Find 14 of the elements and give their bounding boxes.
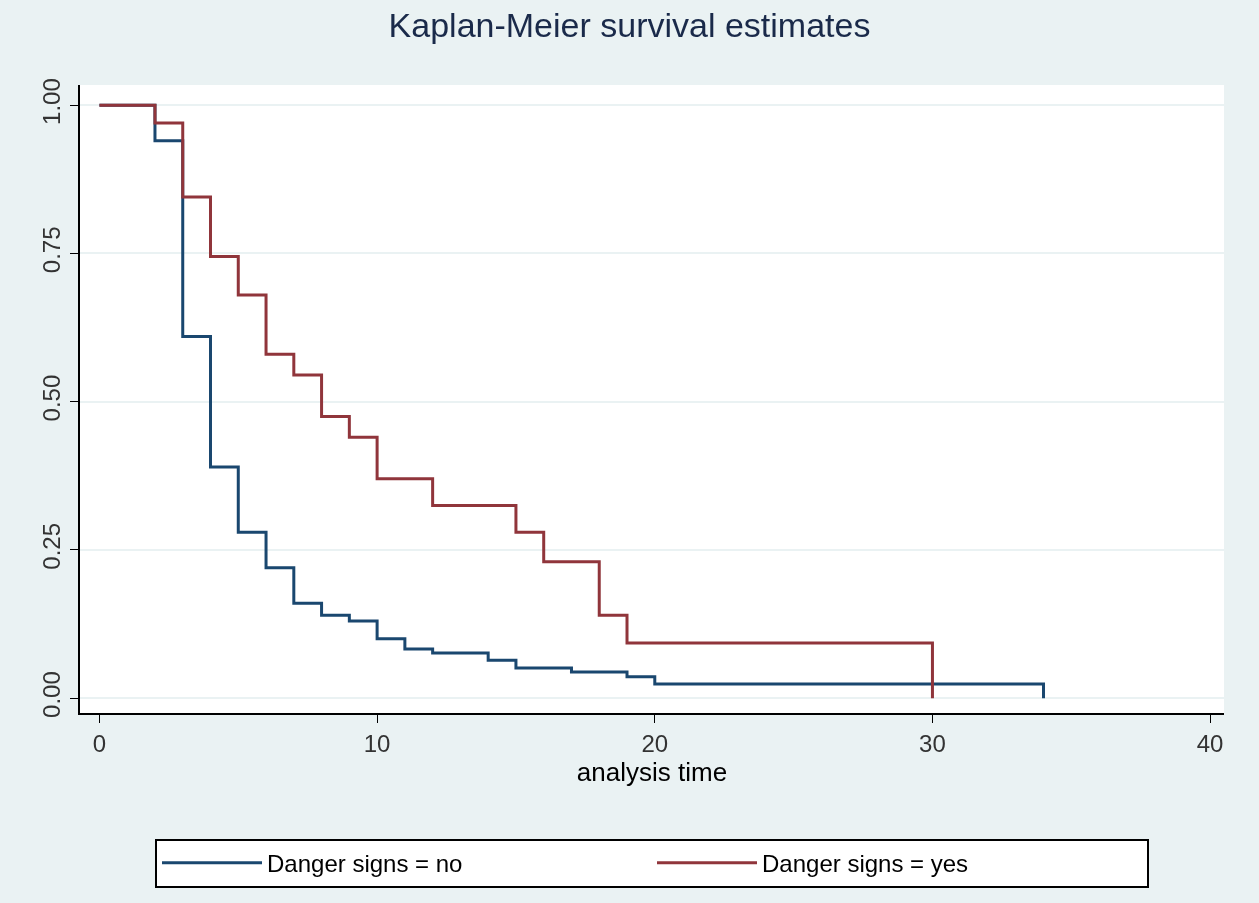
y-tick-label: 0.75 (38, 226, 66, 274)
y-tick-label: 0.00 (38, 671, 66, 718)
y-tick-label: 1.00 (38, 78, 66, 125)
x-axis-title: analysis time (576, 756, 728, 787)
y-tick-label: 0.50 (38, 374, 66, 422)
x-tick-label: 40 (1196, 729, 1224, 757)
y-tick-label: 0.25 (38, 522, 66, 570)
legend-label: Danger signs = no (267, 850, 463, 878)
x-tick-label: 30 (919, 729, 946, 757)
chart-title: Kaplan-Meier survival estimates (388, 6, 871, 45)
x-tick-label: 0 (92, 729, 107, 757)
legend-label: Danger signs = yes (762, 850, 969, 878)
x-tick-label: 10 (363, 729, 391, 757)
x-tick-label: 20 (641, 729, 669, 757)
